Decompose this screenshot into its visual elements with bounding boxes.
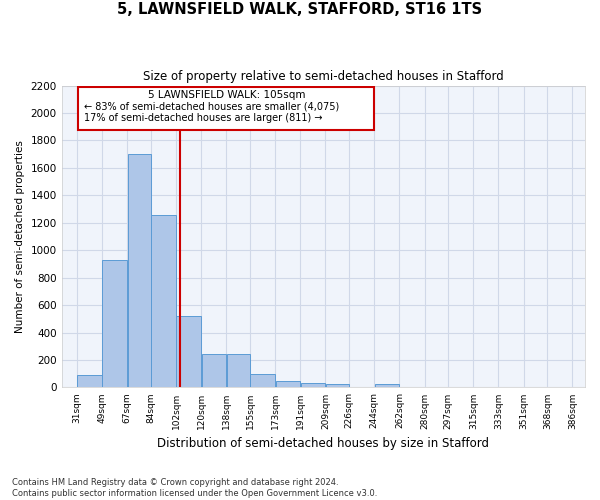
Bar (301, 384, 325, 388)
X-axis label: Distribution of semi-detached houses by size in Stafford: Distribution of semi-detached houses by … (157, 437, 490, 450)
Text: ← 83% of semi-detached houses are smaller (4,075): ← 83% of semi-detached houses are smalle… (84, 102, 339, 112)
Bar (275, 382, 300, 388)
Bar (202, 354, 226, 388)
Bar (103, 260, 127, 388)
Y-axis label: Number of semi-detached properties: Number of semi-detached properties (15, 140, 25, 333)
Bar (374, 384, 399, 388)
Bar (250, 374, 275, 388)
Bar (227, 354, 250, 388)
Text: 17% of semi-detached houses are larger (811) →: 17% of semi-detached houses are larger (… (84, 114, 322, 124)
Bar (151, 214, 176, 388)
Bar (128, 154, 151, 388)
FancyBboxPatch shape (79, 87, 374, 130)
Text: Contains HM Land Registry data © Crown copyright and database right 2024.
Contai: Contains HM Land Registry data © Crown c… (12, 478, 377, 498)
Bar (176, 316, 201, 388)
Title: Size of property relative to semi-detached houses in Stafford: Size of property relative to semi-detach… (143, 70, 504, 83)
Bar (77, 375, 102, 388)
Text: 5 LAWNSFIELD WALK: 105sqm: 5 LAWNSFIELD WALK: 105sqm (148, 90, 305, 100)
Text: 5, LAWNSFIELD WALK, STAFFORD, ST16 1TS: 5, LAWNSFIELD WALK, STAFFORD, ST16 1TS (118, 2, 482, 18)
Bar (326, 384, 349, 388)
